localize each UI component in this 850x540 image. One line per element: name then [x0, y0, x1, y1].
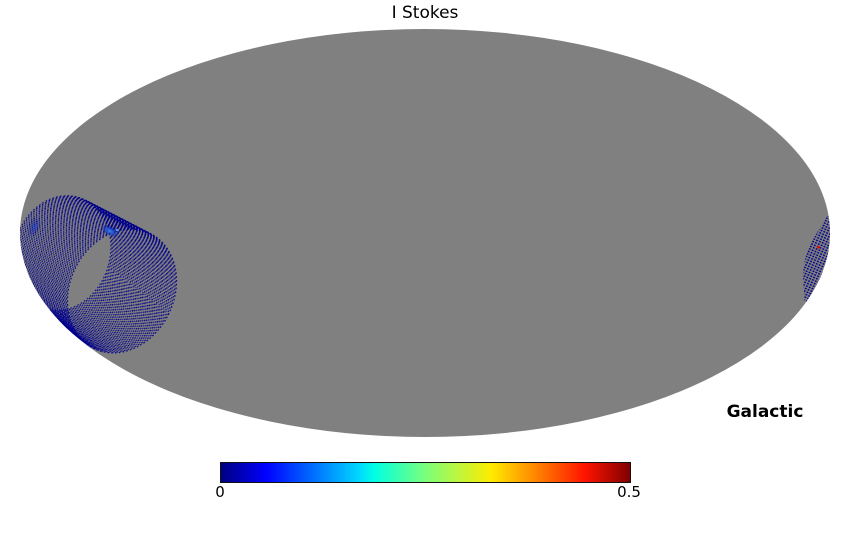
coordinate-system-label: Galactic	[726, 402, 804, 422]
scan-ring	[24, 202, 127, 321]
hot-pixel	[817, 246, 820, 249]
scan-ring	[55, 221, 164, 345]
scan-ring	[63, 226, 174, 352]
scan-ring	[20, 195, 112, 311]
scan-ring	[51, 218, 159, 342]
scan-ring	[50, 218, 158, 341]
scan-ring	[48, 217, 155, 340]
scan-ring	[66, 228, 178, 354]
bright-scan-spot	[100, 224, 120, 238]
scan-ring	[61, 225, 171, 350]
scan-ring	[57, 222, 166, 347]
sky-background-ellipse	[20, 29, 830, 437]
bright-pixel	[116, 229, 119, 231]
colorbar-max-label: 0.5	[617, 483, 641, 501]
scan-ring	[26, 203, 129, 323]
colorbar-min-label: 0	[215, 483, 225, 501]
wrapped-scan-sliver	[803, 216, 830, 302]
colorbar	[220, 462, 631, 483]
scan-ring	[22, 201, 124, 320]
scan-ring	[53, 220, 161, 344]
scan-ring	[28, 204, 130, 324]
map-title: I Stokes	[391, 3, 459, 23]
scan-ring	[30, 205, 133, 325]
scan-ring	[38, 210, 143, 332]
sliver-dotted-region	[803, 216, 830, 302]
scan-ring	[52, 219, 160, 343]
faint-bright-scan-spot	[27, 216, 41, 238]
scan-bright-spots	[27, 216, 120, 238]
scan-ring	[32, 206, 135, 327]
